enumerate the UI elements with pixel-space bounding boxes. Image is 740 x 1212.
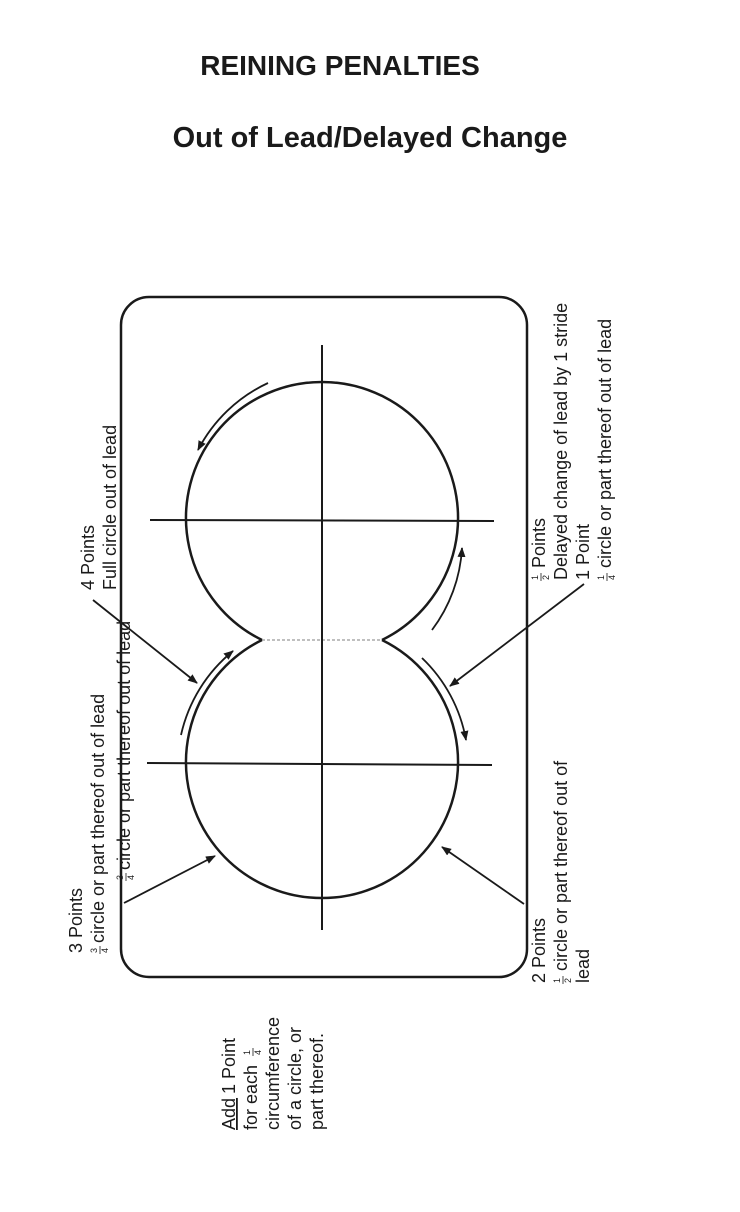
add-note-frac-den: 4 <box>253 1050 263 1055</box>
three-quarter-top-frac-num: 3 <box>115 875 125 880</box>
three-points-frac-num: 3 <box>89 948 99 953</box>
arena-outline <box>119 295 529 979</box>
one-point-label: 1 Point <box>573 524 593 580</box>
two-points-label: 2 Points <box>529 918 549 983</box>
direction-arrow-top <box>197 382 269 451</box>
upper-horizontal-line <box>149 519 495 522</box>
pointer-arrow-four-points <box>92 599 198 684</box>
pointer-arrow-three-points <box>123 855 216 904</box>
two-points-desc: circle or part thereof out of <box>551 760 571 971</box>
direction-arrow-left-lower <box>180 650 234 736</box>
page-subtitle: Out of Lead/Delayed Change <box>172 122 568 154</box>
add-note-of-circle: of a circle, or <box>285 1027 305 1130</box>
four-points-desc: Full circle out of lead <box>100 425 120 590</box>
direction-arrow-right-lower <box>421 657 469 741</box>
add-note-for-each: for each <box>241 1065 261 1130</box>
two-points-frac-den: 2 <box>563 978 573 983</box>
add-note-part-thereof: part thereof. <box>307 1033 327 1130</box>
quarter-frac-den: 4 <box>607 575 617 580</box>
pointer-arrow-half-point <box>449 583 585 687</box>
two-points-desc-cont: lead <box>573 949 593 983</box>
lower-horizontal-line <box>146 762 493 766</box>
quarter-desc: circle or part thereof out of lead <box>595 319 615 568</box>
add-note-point: 1 Point <box>219 1038 239 1094</box>
three-points-frac-den: 4 <box>100 948 110 953</box>
add-note-frac-num: 1 <box>242 1050 252 1055</box>
page-title: REINING PENALTIES <box>200 50 480 81</box>
two-points-frac-num: 1 <box>552 978 562 983</box>
pointer-arrow-two-points <box>441 846 525 905</box>
three-quarter-top-desc: circle or part thereof out of lead <box>114 621 134 870</box>
four-points-label: 4 Points <box>78 525 98 590</box>
half-point-desc: Delayed change of lead by 1 stride <box>551 303 571 580</box>
add-note-add: Add <box>219 1098 239 1130</box>
add-note-circumference: circumference <box>263 1017 283 1130</box>
three-points-label: 3 Points <box>66 888 86 953</box>
quarter-frac-num: 1 <box>596 575 606 580</box>
half-point-label: Points <box>529 518 549 568</box>
three-points-desc: circle or part thereof out of lead <box>88 694 108 943</box>
direction-arrow-right-upper <box>431 547 466 631</box>
half-point-frac-den: 2 <box>541 575 551 580</box>
half-point-frac-num: 1 <box>530 575 540 580</box>
three-quarter-top-frac-den: 4 <box>126 875 136 880</box>
